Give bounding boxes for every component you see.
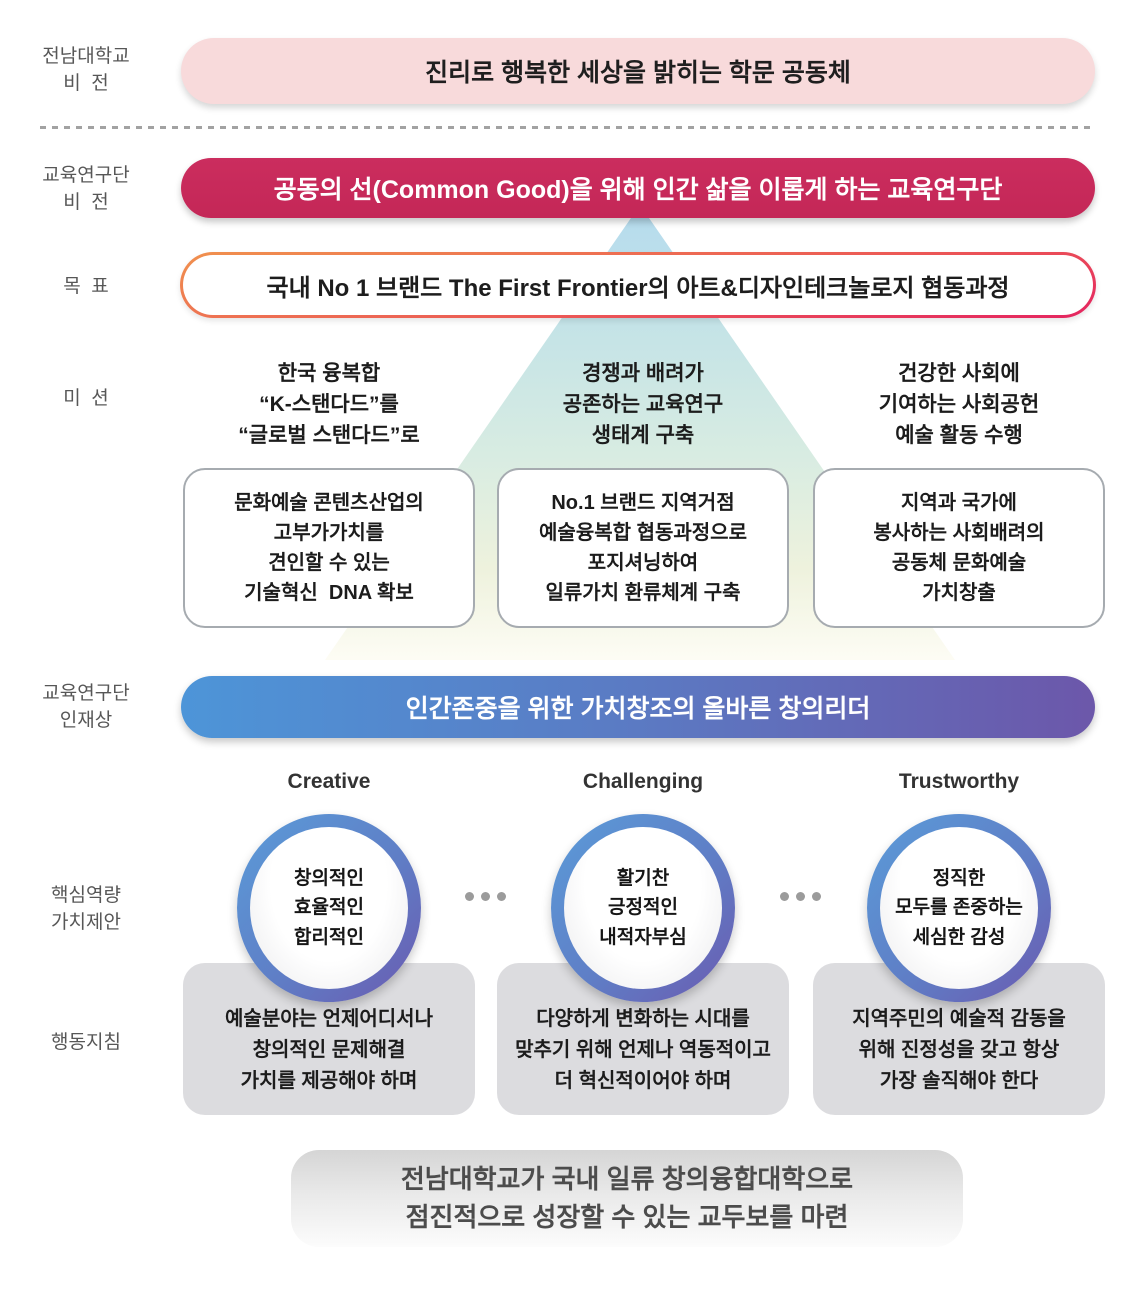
label-group-vision: 교육연구단 비 전 [42,165,130,213]
value-circle-creative: 창의적인 효율적인 합리적인 [237,814,421,1002]
goal-banner: 국내 No 1 브랜드 The First Frontier의 아트&디자인테크… [180,252,1096,318]
value-title-challenging: Challenging [582,770,704,793]
label-university-vision: 전남대학교 비 전 [42,46,130,94]
value-circle-creative-text: 창의적인 효율적인 합리적인 [250,827,408,989]
mission-item-1: 한국 융복합 “K-스탠다드”를 “글로벌 스탠다드”로 [238,362,420,448]
dot-icon [812,892,821,901]
dot-icon [481,892,490,901]
dashed-divider [40,126,1092,129]
label-talent: 교육연구단 인재상 [42,683,130,731]
dot-icon [497,892,506,901]
goal-text: 국내 No 1 브랜드 The First Frontier의 아트&디자인테크… [183,255,1093,315]
university-vision-banner: 진리로 행복한 세상을 밝히는 학문 공동체 [181,38,1095,104]
strategy-box-1: 문화예술 콘텐츠산업의 고부가가치를 견인할 수 있는 기술혁신 DNA 확보 [183,468,475,628]
group-vision-text: 공동의 선(Common Good)을 위해 인간 삶을 이롭게 하는 교육연구… [273,176,1003,204]
dots-separator-1 [465,892,506,901]
label-core-values: 핵심역량 가치제안 [51,885,121,933]
group-vision-banner: 공동의 선(Common Good)을 위해 인간 삶을 이롭게 하는 교육연구… [181,158,1095,218]
value-circle-trustworthy-text: 정직한 모두를 존중하는 세심한 감성 [880,827,1038,989]
dots-separator-2 [780,892,821,901]
mission-item-3: 건강한 사회에 기여하는 사회공헌 예술 활동 수행 [878,362,1040,448]
talent-banner: 인간존중을 위한 가치창조의 올바른 창의리더 [181,676,1095,738]
university-vision-text: 진리로 행복한 세상을 밝히는 학문 공동체 [425,59,851,87]
value-circle-challenging-text: 활기찬 긍정적인 내적자부심 [564,827,722,989]
value-title-trustworthy: Trustworthy [898,770,1020,793]
label-guidelines: 행동지침 [51,1032,121,1053]
talent-banner-text: 인간존중을 위한 가치창조의 올바른 창의리더 [405,695,871,723]
strategy-box-3: 지역과 국가에 봉사하는 사회배려의 공동체 문화예술 가치창출 [813,468,1105,628]
value-circle-trustworthy: 정직한 모두를 존중하는 세심한 감성 [867,814,1051,1002]
footer-summary-box: 전남대학교가 국내 일류 창의융합대학으로 점진적으로 성장할 수 있는 교두보… [291,1150,963,1247]
dot-icon [465,892,474,901]
value-circle-challenging: 활기찬 긍정적인 내적자부심 [551,814,735,1002]
label-goal: 목 표 [63,276,109,297]
mission-item-2: 경쟁과 배려가 공존하는 교육연구 생태계 구축 [562,362,724,448]
dot-icon [796,892,805,901]
strategy-box-2: No.1 브랜드 지역거점 예술융복합 협동과정으로 포지셔닝하여 일류가치 환… [497,468,789,628]
dot-icon [780,892,789,901]
value-title-creative: Creative [287,770,371,793]
label-mission: 미 션 [63,388,109,409]
guideline-box-3: 지역주민의 예술적 감동을 위해 진정성을 갖고 항상 가장 솔직해야 한다 [813,963,1105,1115]
